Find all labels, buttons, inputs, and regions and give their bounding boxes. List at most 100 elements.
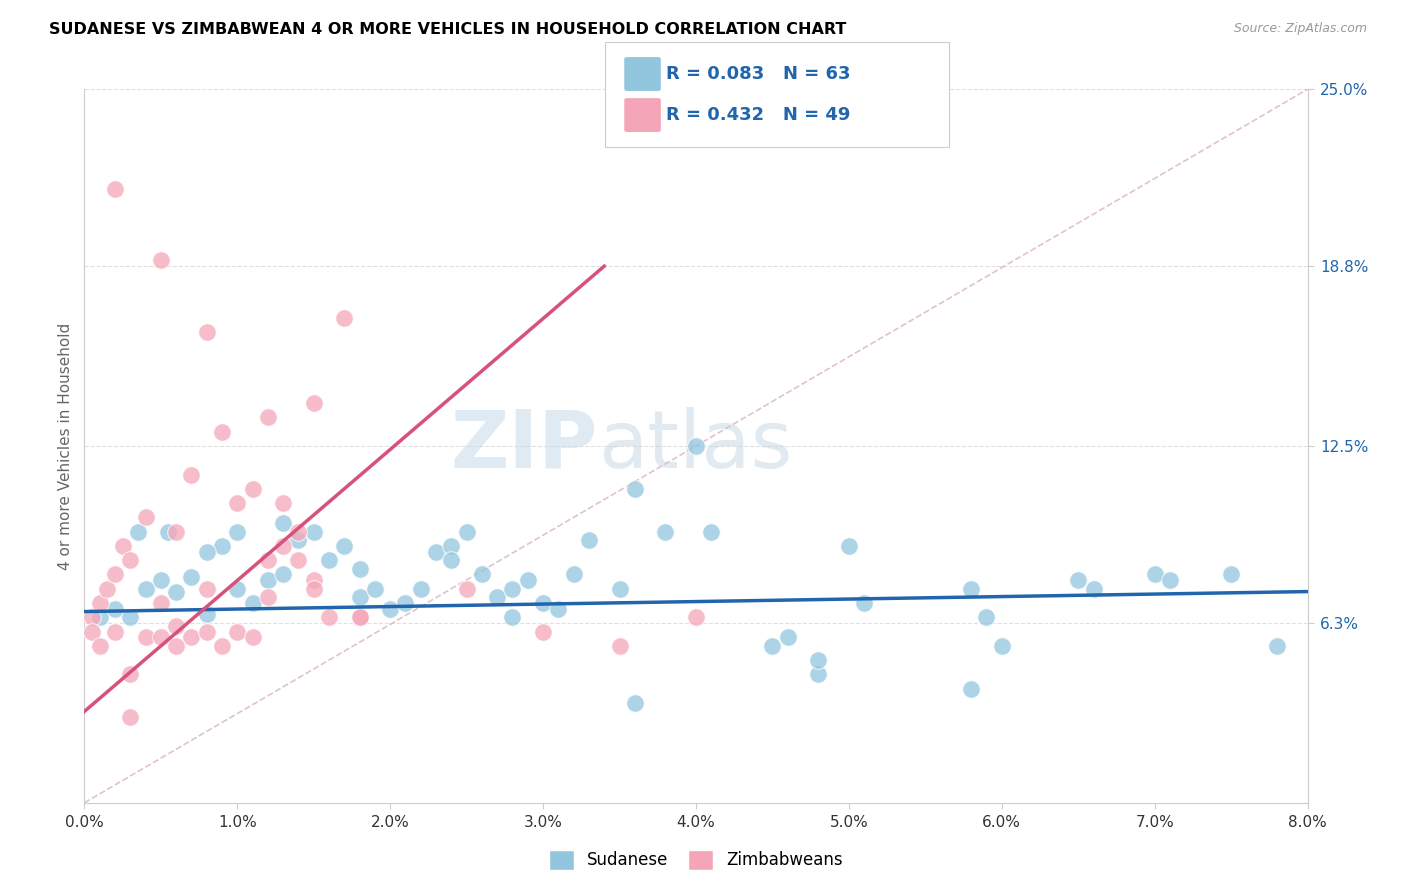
Point <box>120 667 142 681</box>
Point <box>80 624 103 639</box>
Point <box>380 601 402 615</box>
Point <box>287 553 309 567</box>
Point <box>211 539 233 553</box>
Point <box>516 573 538 587</box>
Point <box>135 582 157 596</box>
Text: Source: ZipAtlas.com: Source: ZipAtlas.com <box>1233 22 1367 36</box>
Point <box>409 582 432 596</box>
Point <box>226 524 249 539</box>
Point <box>318 610 340 624</box>
Point <box>960 582 983 596</box>
Point <box>456 582 478 596</box>
Point <box>271 516 294 530</box>
Point <box>104 601 127 615</box>
Point <box>165 524 187 539</box>
Point <box>486 591 509 605</box>
Point <box>1067 573 1090 587</box>
Text: R = 0.432   N = 49: R = 0.432 N = 49 <box>666 106 851 124</box>
Point <box>440 553 463 567</box>
Point <box>654 524 676 539</box>
Text: ZIP: ZIP <box>451 407 598 485</box>
Point <box>302 396 325 410</box>
Point <box>120 553 142 567</box>
Point <box>195 325 218 339</box>
Point <box>149 596 172 610</box>
Point <box>135 630 157 644</box>
Point <box>456 524 478 539</box>
Point <box>578 533 600 548</box>
Point <box>149 253 172 268</box>
Point <box>157 524 180 539</box>
Point <box>700 524 723 539</box>
Point <box>180 570 202 584</box>
Point <box>776 630 799 644</box>
Text: R = 0.083   N = 63: R = 0.083 N = 63 <box>666 65 851 83</box>
Point <box>838 539 860 553</box>
Point <box>104 182 127 196</box>
Point <box>976 610 998 624</box>
Point <box>547 601 569 615</box>
Text: atlas: atlas <box>598 407 793 485</box>
Point <box>807 667 830 681</box>
Point <box>257 573 280 587</box>
Point <box>471 567 494 582</box>
Point <box>80 610 103 624</box>
Point <box>211 639 233 653</box>
Point <box>226 496 249 510</box>
Point <box>562 567 585 582</box>
Point <box>807 653 830 667</box>
Point <box>242 630 264 644</box>
Point <box>502 610 524 624</box>
Point <box>624 482 647 496</box>
Point <box>104 624 127 639</box>
Point <box>226 624 249 639</box>
Point <box>853 596 876 610</box>
Point <box>364 582 387 596</box>
Point <box>333 539 356 553</box>
Point <box>425 544 447 558</box>
Point <box>287 524 309 539</box>
Point <box>120 610 142 624</box>
Point <box>180 630 202 644</box>
Point <box>1159 573 1181 587</box>
Point <box>271 496 294 510</box>
Point <box>1143 567 1166 582</box>
Point <box>318 553 340 567</box>
Legend: Sudanese, Zimbabweans: Sudanese, Zimbabweans <box>541 843 851 877</box>
Point <box>149 573 172 587</box>
Point <box>991 639 1014 653</box>
Point <box>609 582 631 596</box>
Point <box>271 567 294 582</box>
Point <box>349 610 371 624</box>
Point <box>394 596 416 610</box>
Point <box>531 596 554 610</box>
Point <box>685 610 707 624</box>
Point <box>165 639 187 653</box>
Point <box>180 467 202 482</box>
Point <box>1220 567 1243 582</box>
Point <box>195 607 218 622</box>
Point <box>531 624 554 639</box>
Point <box>302 524 325 539</box>
Point <box>242 596 264 610</box>
Point <box>257 553 280 567</box>
Point <box>1265 639 1288 653</box>
Point <box>149 630 172 644</box>
Point <box>242 482 264 496</box>
Point <box>89 610 111 624</box>
Point <box>502 582 524 596</box>
Point <box>96 582 118 596</box>
Point <box>333 310 356 325</box>
Point <box>440 539 463 553</box>
Point <box>211 425 233 439</box>
Point <box>89 639 111 653</box>
Point <box>226 582 249 596</box>
Point <box>257 591 280 605</box>
Point <box>302 582 325 596</box>
Point <box>349 610 371 624</box>
Point <box>685 439 707 453</box>
Point <box>104 567 127 582</box>
Point <box>195 544 218 558</box>
Point <box>287 533 309 548</box>
Point <box>960 681 983 696</box>
